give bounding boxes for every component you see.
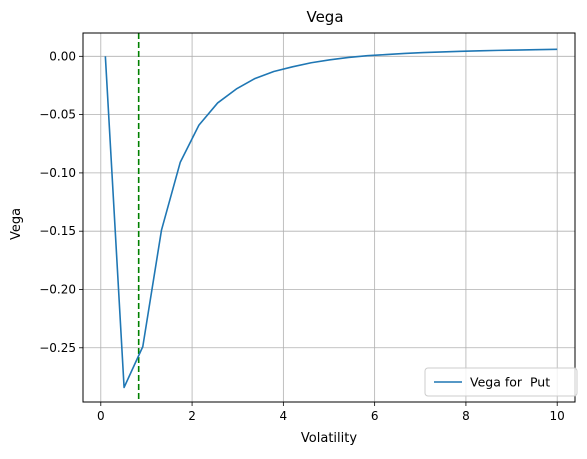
series-layer bbox=[104, 48, 558, 389]
x-tick-label: 6 bbox=[371, 409, 379, 423]
series-line-vega-put bbox=[104, 48, 558, 389]
legend-label: Vega for Put bbox=[470, 375, 550, 390]
x-tick-label: 8 bbox=[462, 409, 470, 423]
grid bbox=[83, 33, 575, 402]
plot-frame bbox=[82, 32, 576, 403]
y-axis-ticks: 0.00 −0.05 −0.10 −0.15 −0.20 −0.25 bbox=[39, 49, 83, 355]
y-tick-label: −0.20 bbox=[39, 282, 76, 296]
legend-box bbox=[424, 367, 578, 397]
legend: Vega for Put bbox=[424, 367, 578, 397]
x-tick-label: 4 bbox=[280, 409, 288, 423]
y-tick-label: −0.25 bbox=[39, 341, 76, 355]
x-tick-label: 10 bbox=[550, 409, 565, 423]
chart-title: Vega bbox=[306, 8, 343, 26]
y-tick-label: −0.15 bbox=[39, 224, 76, 238]
y-tick-label: 0.00 bbox=[49, 49, 76, 63]
y-axis-label: Vega bbox=[9, 208, 24, 240]
y-tick-label: −0.10 bbox=[39, 166, 76, 180]
x-axis-ticks: 0 2 4 6 8 10 bbox=[97, 402, 565, 423]
x-tick-label: 2 bbox=[188, 409, 196, 423]
x-tick-label: 0 bbox=[97, 409, 105, 423]
x-axis-label: Volatility bbox=[301, 431, 357, 446]
y-tick-label: −0.05 bbox=[39, 108, 76, 122]
